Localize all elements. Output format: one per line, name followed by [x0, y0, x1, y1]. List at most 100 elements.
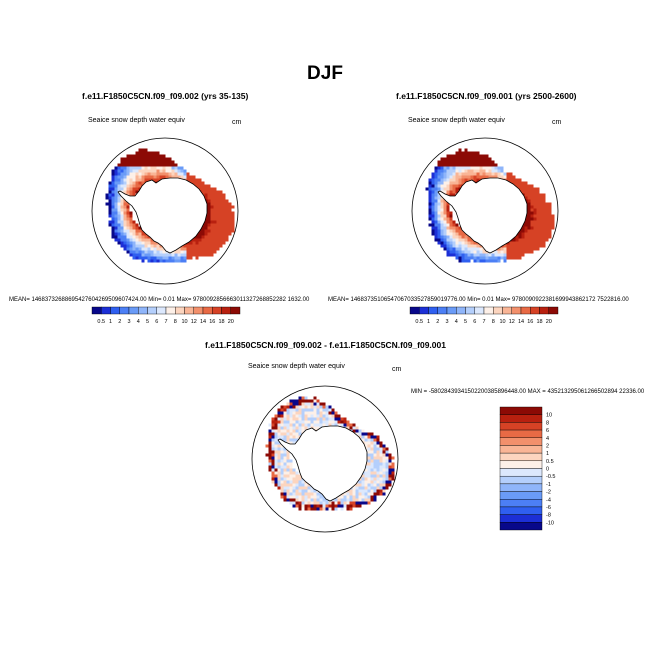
- colorbar-swatch: [499, 452, 543, 462]
- colorbar-tick-label: -1: [546, 482, 551, 488]
- panel-2-map: [411, 137, 559, 285]
- colorbar-tick-label: 8: [546, 420, 549, 426]
- colorbar-tick-label: 2: [546, 443, 549, 449]
- colorbar-swatch: [530, 306, 540, 315]
- panel-1-units-label: cm: [232, 119, 242, 126]
- panel-3-map: [251, 385, 399, 533]
- colorbar-swatch: [156, 306, 167, 315]
- colorbar-swatch: [502, 306, 512, 315]
- colorbar-tick-label: 6: [155, 319, 158, 325]
- colorbar-swatch: [193, 306, 204, 315]
- panel-2-title: f.e11.F1850C5CN.f09_f09.001 (yrs 2500-26…: [396, 91, 577, 101]
- colorbar-swatch: [147, 306, 157, 315]
- colorbar-swatch: [499, 422, 543, 431]
- colorbar-swatch: [474, 306, 485, 315]
- colorbar-tick-label: 6: [473, 319, 476, 325]
- colorbar-tick-label: 7: [482, 319, 485, 325]
- colorbar-swatch: [230, 306, 241, 315]
- colorbar-swatch: [520, 306, 531, 315]
- colorbar-swatch: [428, 306, 438, 315]
- panel-1-title: f.e11.F1850C5CN.f09_f09.002 (yrs 35-135): [82, 91, 249, 101]
- colorbar-swatch: [446, 306, 457, 315]
- colorbar-swatch: [119, 306, 130, 315]
- figure-title: DJF: [307, 63, 343, 84]
- colorbar-swatch: [499, 491, 543, 500]
- colorbar-tick-label: 0.5: [97, 319, 105, 325]
- colorbar-swatch: [499, 514, 543, 523]
- colorbar-swatch: [499, 406, 543, 415]
- colorbar-tick-label: 10: [546, 413, 552, 419]
- colorbar-swatch: [499, 437, 543, 446]
- colorbar-tick-label: 14: [518, 319, 524, 325]
- colorbar-tick-label: 1: [546, 451, 549, 457]
- colorbar-tick-label: 6: [546, 428, 549, 434]
- colorbar-tick-label: 8: [492, 319, 495, 325]
- colorbar-tick-label: 18: [536, 319, 542, 325]
- panel-2-stats: MEAN= 14683735106547067033527859019776.0…: [328, 297, 629, 303]
- colorbar-swatch: [499, 468, 543, 477]
- colorbar-tick-label: 8: [174, 319, 177, 325]
- colorbar-swatch: [175, 306, 185, 315]
- colorbar-swatch: [499, 506, 543, 515]
- colorbar-swatch: [110, 306, 120, 315]
- colorbar-swatch: [499, 460, 543, 469]
- colorbar-tick-label: 20: [228, 319, 234, 325]
- colorbar-swatch: [499, 483, 543, 492]
- colorbar-tick-label: 14: [200, 319, 206, 325]
- colorbar-swatch: [91, 306, 102, 315]
- colorbar-swatch: [128, 306, 139, 315]
- colorbar-tick-label: 20: [546, 319, 552, 325]
- panel-3-stats: MIN = -58028439341502200385896448.00 MAX…: [411, 389, 645, 395]
- colorbar-tick-label: 10: [499, 319, 505, 325]
- panel-1-colorbar: 0.5 1 2 3 4 5 6 7 8 10 12 14 16 18 20: [91, 306, 241, 325]
- colorbar-swatch: [138, 306, 148, 315]
- colorbar-tick-label: 2: [118, 319, 121, 325]
- colorbar-swatch: [101, 306, 111, 315]
- colorbar-tick-label: 4: [455, 319, 458, 325]
- colorbar-tick-label: 3: [445, 319, 448, 325]
- panel-2-variable-label: Seaice snow depth water equiv: [408, 117, 505, 124]
- colorbar-tick-label: 0: [546, 467, 549, 473]
- colorbar-tick-label: 12: [191, 319, 197, 325]
- panel-3-title: f.e11.F1850C5CN.f09_f09.002 - f.e11.F185…: [205, 340, 446, 350]
- colorbar-swatch: [465, 306, 475, 315]
- colorbar-swatch: [456, 306, 466, 315]
- panel-2-units-label: cm: [552, 119, 562, 126]
- colorbar-swatch: [499, 429, 543, 438]
- colorbar-swatch: [499, 445, 543, 454]
- colorbar-tick-label: -2: [546, 490, 551, 496]
- panel-1-map: [91, 137, 239, 285]
- colorbar-tick-label: 16: [527, 319, 533, 325]
- colorbar-swatch: [409, 306, 420, 315]
- colorbar-tick-label: -4: [546, 497, 551, 503]
- colorbar-tick-label: 5: [146, 319, 149, 325]
- colorbar-tick-label: 12: [509, 319, 515, 325]
- colorbar-swatch: [539, 306, 549, 315]
- colorbar-swatch: [165, 306, 176, 315]
- colorbar-swatch: [511, 306, 522, 315]
- colorbar-swatch: [419, 306, 429, 315]
- panel-3-colorbar: 108 6 42 1 0.5 0-0.5 -1 -2-4 -6 -8-10: [499, 406, 555, 531]
- colorbar-tick-label: -6: [546, 505, 551, 511]
- colorbar-swatch: [499, 522, 543, 531]
- colorbar-tick-label: 0.5: [546, 459, 554, 465]
- colorbar-tick-label: -10: [546, 520, 554, 526]
- panel-3-variable-label: Seaice snow depth water equiv: [248, 363, 345, 370]
- colorbar-swatch: [483, 306, 494, 315]
- colorbar-tick-label: 7: [164, 319, 167, 325]
- colorbar-tick-label: -0.5: [546, 474, 555, 480]
- colorbar-swatch: [499, 414, 543, 423]
- colorbar-swatch: [184, 306, 194, 315]
- colorbar-swatch: [221, 306, 231, 315]
- colorbar-swatch: [493, 306, 503, 315]
- panel-3-units-label: cm: [392, 366, 402, 373]
- panel-1-variable-label: Seaice snow depth water equiv: [88, 117, 185, 124]
- panel-1-stats: MEAN= 14683732688695427604269509607424.0…: [9, 297, 310, 303]
- colorbar-tick-label: 4: [137, 319, 140, 325]
- colorbar-swatch: [499, 475, 543, 485]
- colorbar-tick-label: 3: [127, 319, 130, 325]
- colorbar-swatch: [548, 306, 559, 315]
- colorbar-tick-label: 5: [464, 319, 467, 325]
- panel-2-colorbar: 0.5 1 2 3 4 5 6 7 8 10 12 14 16 18 20: [409, 306, 559, 325]
- colorbar-tick-label: 10: [181, 319, 187, 325]
